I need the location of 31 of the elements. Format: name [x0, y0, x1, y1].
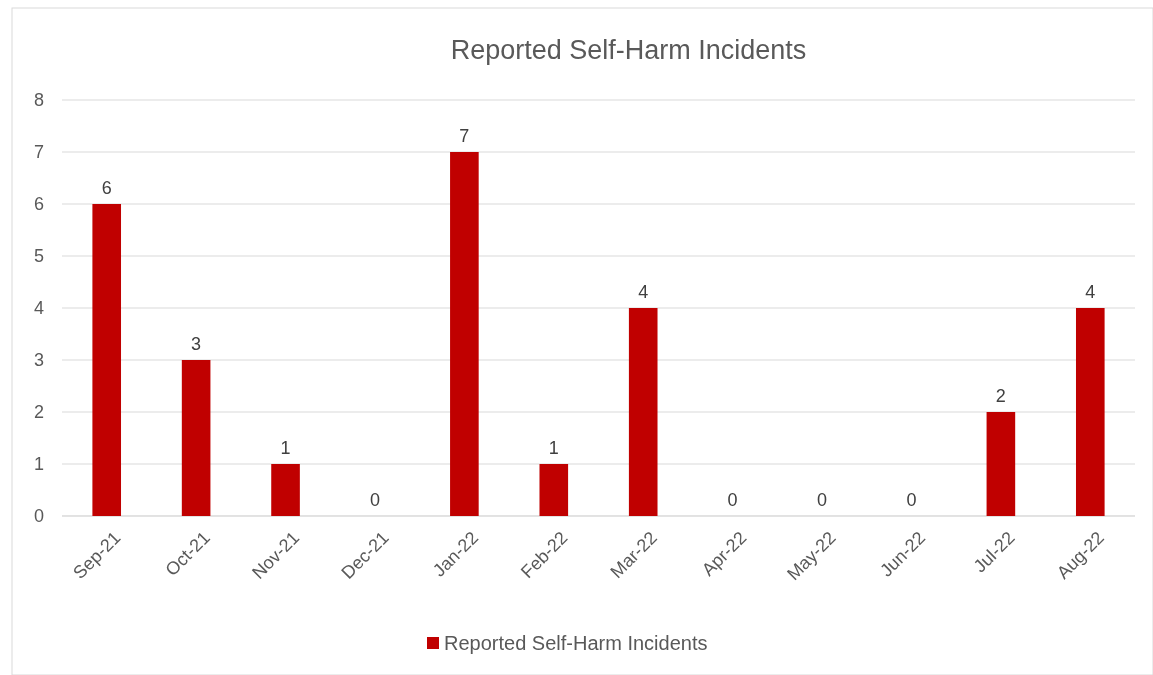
- bar: [271, 464, 300, 516]
- y-tick-label: 0: [33, 506, 44, 527]
- chart-title: Reported Self-Harm Incidents: [450, 35, 807, 65]
- legend-label: Reported Self-Harm Incidents: [444, 632, 708, 654]
- bar: [181, 360, 211, 516]
- y-tick-label: 6: [33, 194, 44, 215]
- y-tick-label: 4: [33, 298, 44, 319]
- data-label: 4: [638, 282, 649, 302]
- data-label: 0: [727, 490, 738, 510]
- y-tick-label: 7: [33, 142, 44, 163]
- y-tick-label: 3: [33, 350, 44, 371]
- data-label: 1: [280, 438, 291, 458]
- data-label: 0: [369, 490, 380, 510]
- y-tick-label: 5: [33, 246, 44, 267]
- data-label: 3: [191, 334, 202, 354]
- bar: [628, 308, 658, 516]
- y-tick-label: 8: [33, 90, 44, 111]
- data-label: 7: [459, 126, 470, 146]
- data-label: 0: [906, 490, 917, 510]
- bar: [1075, 308, 1105, 516]
- data-label: 4: [1085, 282, 1096, 302]
- data-label: 2: [995, 386, 1006, 406]
- bar: [986, 412, 1016, 516]
- bar: [539, 464, 569, 516]
- data-label: 0: [817, 490, 828, 510]
- bar: [92, 204, 122, 516]
- bar: [450, 152, 479, 516]
- data-label: 6: [101, 178, 112, 198]
- y-tick-label: 1: [33, 454, 44, 475]
- data-label: 1: [548, 438, 559, 458]
- y-tick-label: 2: [33, 402, 44, 423]
